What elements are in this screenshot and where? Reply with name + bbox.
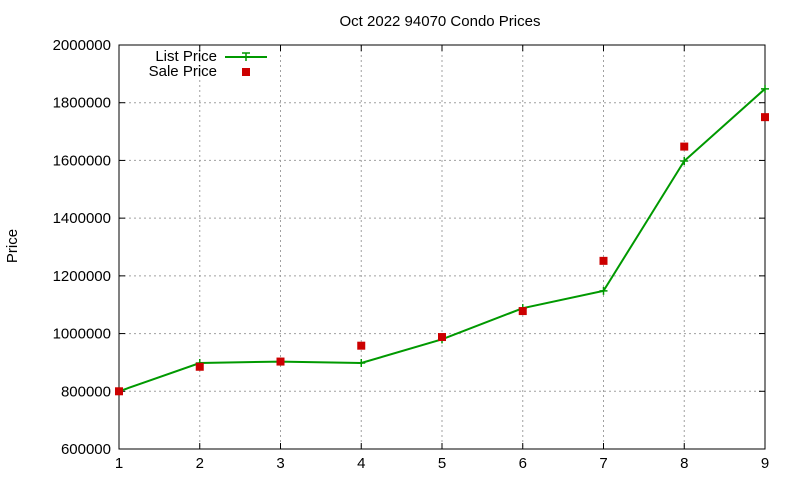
x-tick-label: 7 bbox=[599, 455, 607, 472]
y-tick-label: 1000000 bbox=[53, 326, 111, 343]
list-price-point bbox=[761, 84, 769, 93]
y-tick-label: 1800000 bbox=[53, 95, 111, 112]
y-tick-label: 1400000 bbox=[53, 210, 111, 227]
sale-price-point bbox=[680, 142, 689, 151]
x-tick-label: 9 bbox=[761, 455, 769, 472]
sale-price-point bbox=[357, 341, 366, 350]
y-tick-label: 1600000 bbox=[53, 152, 111, 169]
y-tick-label: 2000000 bbox=[53, 37, 111, 54]
list-price-point bbox=[357, 359, 366, 368]
x-tick-label: 1 bbox=[115, 455, 123, 472]
x-tick-label: 8 bbox=[680, 455, 688, 472]
x-tick-label: 4 bbox=[357, 455, 365, 472]
y-tick-label: 800000 bbox=[61, 383, 111, 400]
x-tick-label: 3 bbox=[276, 455, 284, 472]
legend-marker-list-price bbox=[242, 52, 250, 61]
y-tick-label: 600000 bbox=[61, 441, 111, 458]
sale-price-point bbox=[438, 333, 446, 342]
y-tick-label: 1200000 bbox=[53, 268, 111, 285]
legend: List Price Sale Price bbox=[149, 48, 267, 80]
x-tick-label: 6 bbox=[519, 455, 527, 472]
sale-price-point bbox=[518, 307, 527, 316]
x-tick-label: 2 bbox=[196, 455, 204, 472]
chart-title: Oct 2022 94070 Condo Prices bbox=[340, 13, 541, 30]
sale-price-point bbox=[195, 362, 204, 371]
x-tick-label: 5 bbox=[438, 455, 446, 472]
sale-price-point bbox=[599, 256, 608, 265]
series-layer bbox=[115, 84, 769, 396]
legend-label-list-price: List Price bbox=[155, 48, 217, 65]
sale-price-point bbox=[276, 357, 285, 366]
grid-lines bbox=[119, 45, 765, 449]
legend-label-sale-price: Sale Price bbox=[149, 63, 217, 80]
axis-ticks: 1 2 3 4 5 6 7 8 9 600000 800000 1000000 1200000 14000… bbox=[53, 37, 770, 472]
sale-price-point bbox=[761, 113, 769, 122]
list-price-point bbox=[599, 286, 608, 295]
list-price-point bbox=[680, 157, 689, 166]
legend-marker-sale-price bbox=[242, 68, 250, 76]
y-axis-label: Price bbox=[4, 229, 21, 263]
sale-price-point bbox=[115, 387, 123, 396]
